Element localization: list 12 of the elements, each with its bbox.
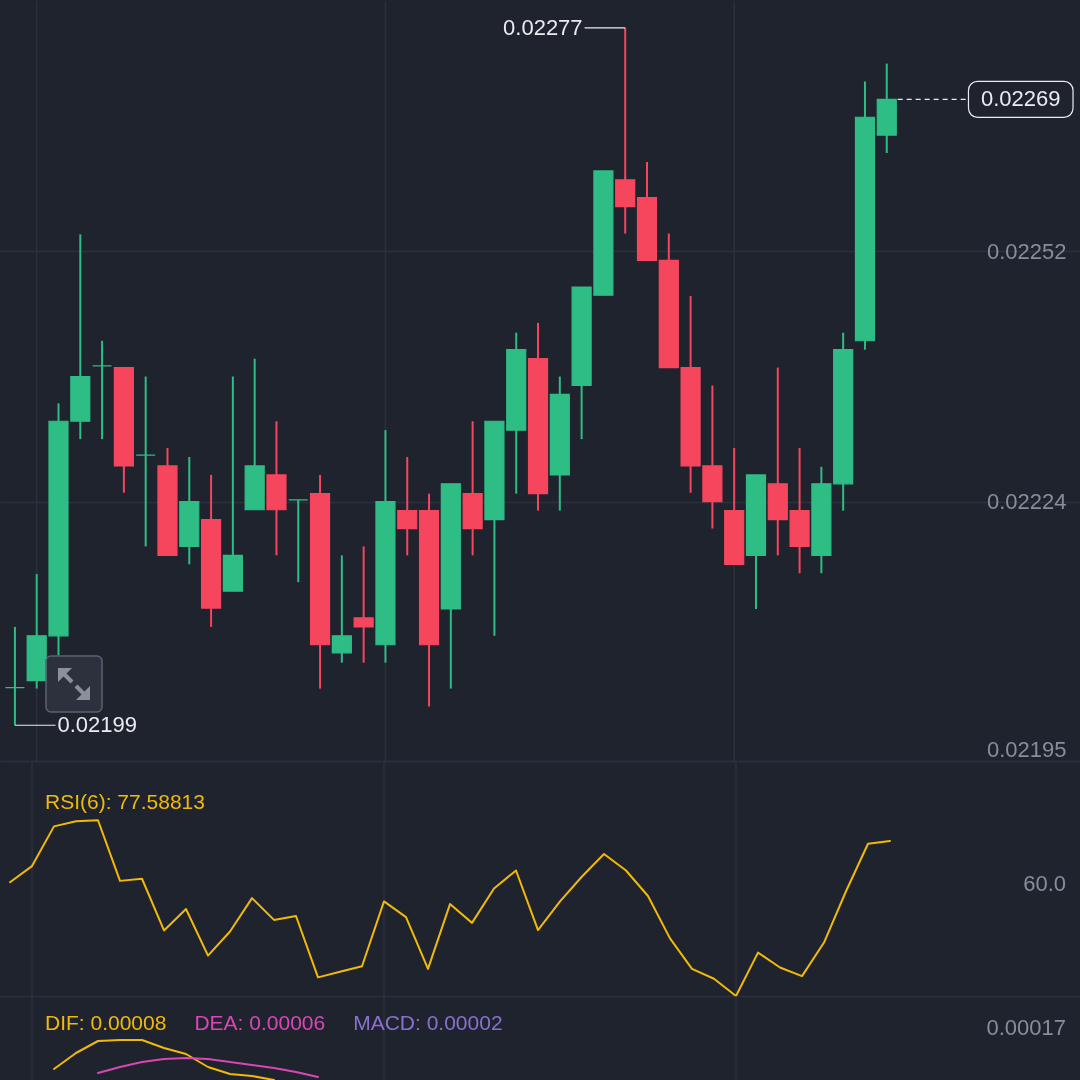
y-tick-label: 0.02224	[986, 489, 1067, 515]
y-tick-label: 0.02252	[986, 238, 1067, 264]
ref-line-label: 0.02269	[980, 86, 1061, 112]
legend-label: MACD: 0.00002	[353, 1011, 503, 1035]
text: 0.00017	[986, 1015, 1066, 1040]
text: 60.0	[1023, 871, 1066, 896]
annotation: 0.02199	[57, 712, 138, 738]
series-label: DIF: 0.00008	[45, 1011, 167, 1035]
series-label: RSI(6): 77.58813	[45, 790, 205, 813]
series-label: DEA: 0.00006	[194, 1011, 326, 1035]
y-tick-label: 0.02195	[986, 736, 1067, 762]
annotation: 0.02277	[503, 14, 583, 40]
